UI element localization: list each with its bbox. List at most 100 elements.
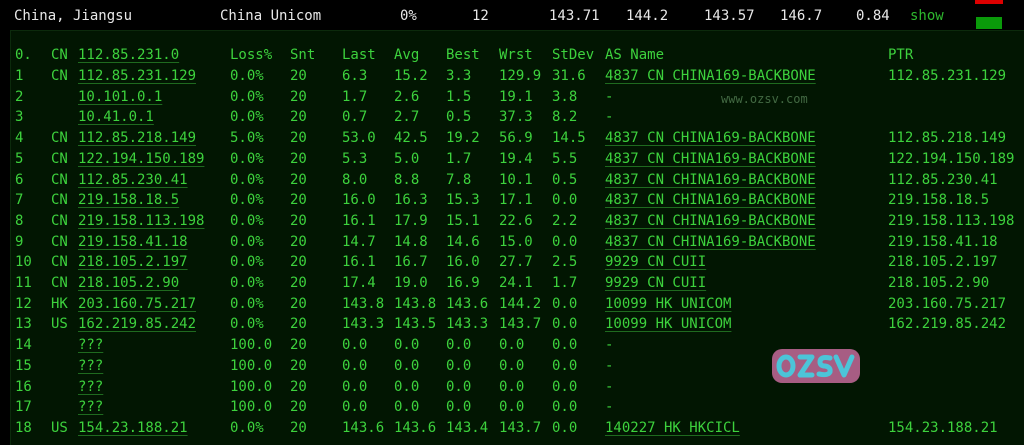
- cell-wrst: 10.1: [499, 171, 533, 188]
- cell-snt: 20: [290, 68, 307, 84]
- cell-host[interactable]: 10.101.0.1: [78, 88, 163, 105]
- cell-host[interactable]: 154.23.188.21: [78, 419, 188, 436]
- table-row: 2 10.101.0.1 0.0% 20 1.7 2.6 1.5 19.1 3.8 -: [11, 89, 1024, 109]
- cell-cc: HK: [51, 295, 68, 312]
- cell-as[interactable]: 9929 CN CUII: [605, 275, 707, 291]
- cell-best: 0.0: [446, 337, 472, 354]
- table-row: 5 CN 122.194.150.189 0.0% 20 5.3 5.0 1.7 19.4 5.5…: [11, 151, 1024, 171]
- cell-stdev: 14.5: [552, 130, 586, 147]
- cell-host[interactable]: ???: [78, 357, 104, 374]
- show-link[interactable]: show: [910, 8, 944, 24]
- cell-best: 143.6: [446, 295, 489, 312]
- cell-avg: 0.0: [394, 399, 420, 416]
- cell-host[interactable]: 112.85.218.149: [78, 130, 197, 147]
- cell-as[interactable]: 4837 CN CHINA169-BACKBONE: [605, 192, 816, 209]
- cell-wrst: 144.2: [499, 295, 542, 312]
- cell-as[interactable]: 4837 CN CHINA169-BACKBONE: [605, 233, 816, 250]
- cell-host[interactable]: 219.158.41.18: [78, 233, 188, 250]
- cell-idx: 2: [15, 88, 24, 105]
- cell-host[interactable]: ???: [78, 378, 104, 395]
- cell-stdev: 0.0: [552, 295, 578, 312]
- location: China, Jiangsu: [14, 8, 133, 24]
- cell-host[interactable]: ???: [78, 399, 104, 416]
- cell-cc: CN: [51, 212, 68, 229]
- cell-loss: 0.0%: [230, 316, 264, 333]
- cell-host[interactable]: 218.105.2.90: [78, 275, 180, 291]
- loss: 0%: [400, 8, 417, 24]
- cell-host[interactable]: 122.194.150.189: [78, 150, 205, 167]
- cell-host[interactable]: 162.219.85.242: [78, 316, 197, 333]
- cell-host[interactable]: 112.85.231.129: [78, 68, 197, 84]
- cell-ptr: 154.23.188.21: [888, 419, 998, 436]
- cell-as[interactable]: 140227 HK HKCICL: [605, 419, 740, 436]
- cell-avg: 143.8: [394, 295, 437, 312]
- cell-as[interactable]: 4837 CN CHINA169-BACKBONE: [605, 68, 816, 84]
- cell-wrst: 143.7: [499, 419, 542, 436]
- cell-best: 3.3: [446, 68, 472, 84]
- cell-idx: 8: [15, 212, 24, 229]
- cell-loss: 0.0%: [230, 88, 264, 105]
- cell-as[interactable]: 9929 CN CUII: [605, 254, 707, 271]
- header-loss: Loss%: [230, 47, 273, 63]
- cell-host[interactable]: 219.158.113.198: [78, 212, 205, 229]
- sent: 12: [472, 8, 489, 24]
- cell-host[interactable]: ???: [78, 337, 104, 354]
- cell-best: 19.2: [446, 130, 480, 147]
- cell-host[interactable]: 112.85.230.41: [78, 171, 188, 188]
- cell-cc: CN: [51, 254, 68, 271]
- cell-avg: 16.7: [394, 254, 428, 271]
- cell-wrst: 143.7: [499, 316, 542, 333]
- cell-last: 8.0: [342, 171, 368, 188]
- cell-as: -: [605, 109, 614, 126]
- cell-as[interactable]: 10099 HK UNICOM: [605, 316, 732, 333]
- table-row: 18 US 154.23.188.21 0.0% 20 143.6 143.6 143.4 14…: [11, 420, 1024, 440]
- cell-idx: 14: [15, 337, 32, 354]
- cell-loss: 5.0%: [230, 130, 264, 147]
- cell-stdev: 0.0: [552, 419, 578, 436]
- table-row: 10 CN 218.105.2.197 0.0% 20 16.1 16.7 16.0 27.7 2…: [11, 254, 1024, 274]
- cell-loss: 0.0%: [230, 109, 264, 126]
- cell-wrst: 17.1: [499, 192, 533, 209]
- cell-idx: 3: [15, 109, 24, 126]
- cell-loss: 0.0%: [230, 68, 264, 84]
- cell-host[interactable]: 219.158.18.5: [78, 192, 180, 209]
- cell-host[interactable]: 10.41.0.1: [78, 109, 154, 126]
- cell-stdev: 0.0: [552, 316, 578, 333]
- table-row: 7 CN 219.158.18.5 0.0% 20 16.0 16.3 15.3 17.1 0.0…: [11, 192, 1024, 212]
- cell-as[interactable]: 4837 CN CHINA169-BACKBONE: [605, 130, 816, 147]
- cell-avg: 14.8: [394, 233, 428, 250]
- cell-last: 143.6: [342, 419, 385, 436]
- cell-stdev: 0.0: [552, 399, 578, 416]
- cell-as[interactable]: 4837 CN CHINA169-BACKBONE: [605, 171, 816, 188]
- cell-best: 14.6: [446, 233, 480, 250]
- header-host[interactable]: 112.85.231.0: [78, 47, 180, 63]
- summary-row: China, Jiangsu China Unicom 0% 12 143.71…: [0, 0, 1024, 30]
- cell-ptr: 112.85.231.129: [888, 68, 1007, 84]
- cell-last: 6.3: [342, 68, 368, 84]
- cell-as[interactable]: 4837 CN CHINA169-BACKBONE: [605, 150, 816, 167]
- cell-wrst: 0.0: [499, 357, 525, 374]
- cell-best: 15.3: [446, 192, 480, 209]
- stdev: 0.84: [856, 8, 890, 24]
- cell-snt: 20: [290, 295, 307, 312]
- cell-avg: 0.0: [394, 337, 420, 354]
- cell-last: 17.4: [342, 275, 376, 291]
- cell-ptr: 162.219.85.242: [888, 316, 1007, 333]
- cell-last: 143.3: [342, 316, 385, 333]
- cell-idx: 15: [15, 357, 32, 374]
- cell-last: 14.7: [342, 233, 376, 250]
- cell-wrst: 27.7: [499, 254, 533, 271]
- cell-as[interactable]: 4837 CN CHINA169-BACKBONE: [605, 212, 816, 229]
- cell-ptr: 219.158.113.198: [888, 212, 1015, 229]
- cell-loss: 0.0%: [230, 233, 264, 250]
- cell-idx: 12: [15, 295, 32, 312]
- table-row: 16??? 100.0 20 0.0 0.0 0.0 0.0 0.0 -: [11, 379, 1024, 399]
- header-stdev: StDev: [552, 47, 595, 63]
- cell-avg: 19.0: [394, 275, 428, 291]
- cell-idx: 10: [15, 254, 32, 271]
- cell-as[interactable]: 10099 HK UNICOM: [605, 295, 732, 312]
- cell-loss: 0.0%: [230, 275, 264, 291]
- last: 143.71: [549, 8, 600, 24]
- cell-host[interactable]: 218.105.2.197: [78, 254, 188, 271]
- cell-host[interactable]: 203.160.75.217: [78, 295, 197, 312]
